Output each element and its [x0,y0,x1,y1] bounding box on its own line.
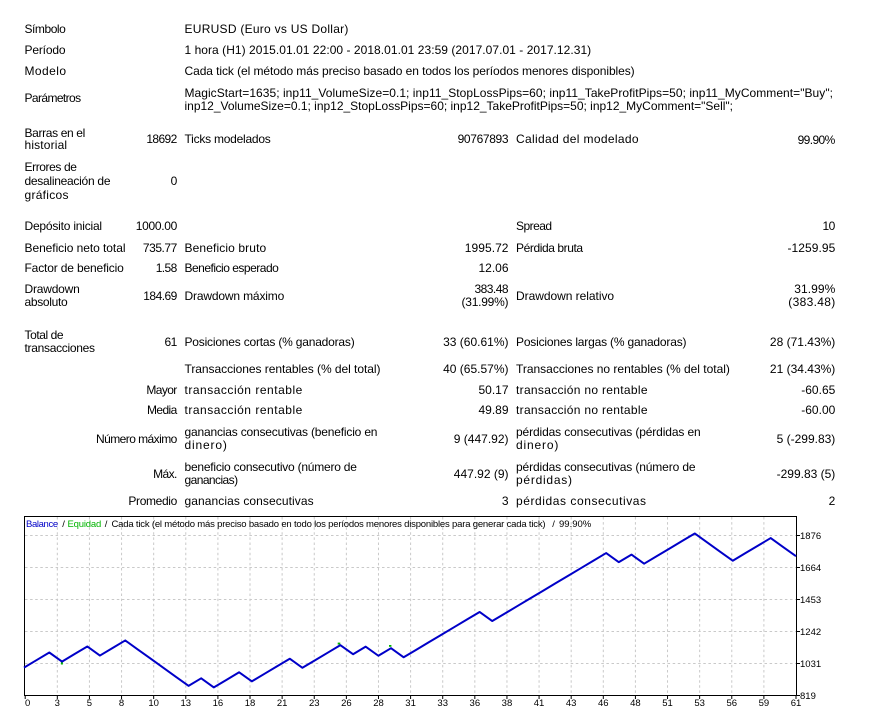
svg-text:51: 51 [662,698,673,709]
svg-text:23: 23 [309,698,320,709]
svg-text:28: 28 [373,698,384,709]
svg-text:26: 26 [341,698,352,709]
svg-text:48: 48 [630,698,641,709]
svg-text:5: 5 [87,698,92,709]
svg-text:53: 53 [694,698,705,709]
svg-text:36: 36 [470,698,481,709]
svg-text:0: 0 [25,698,30,709]
svg-text:59: 59 [759,698,770,709]
svg-text:33: 33 [437,698,448,709]
svg-text:1031: 1031 [800,659,821,670]
svg-text:1242: 1242 [800,627,821,638]
svg-text:13: 13 [180,698,191,709]
svg-text:31: 31 [405,698,416,709]
svg-text:56: 56 [726,698,737,709]
svg-text:16: 16 [213,698,224,709]
svg-text:61: 61 [791,698,802,709]
svg-text:1664: 1664 [800,563,821,574]
svg-text:41: 41 [534,698,545,709]
svg-text:10: 10 [148,698,159,709]
svg-text:1453: 1453 [800,595,821,606]
svg-text:3: 3 [55,698,60,709]
svg-text:8: 8 [119,698,124,709]
svg-text:46: 46 [598,698,609,709]
svg-text:18: 18 [245,698,256,709]
svg-text:1876: 1876 [800,531,821,542]
svg-text:819: 819 [800,691,816,702]
svg-text:38: 38 [502,698,513,709]
svg-text:43: 43 [566,698,577,709]
svg-text:21: 21 [277,698,288,709]
